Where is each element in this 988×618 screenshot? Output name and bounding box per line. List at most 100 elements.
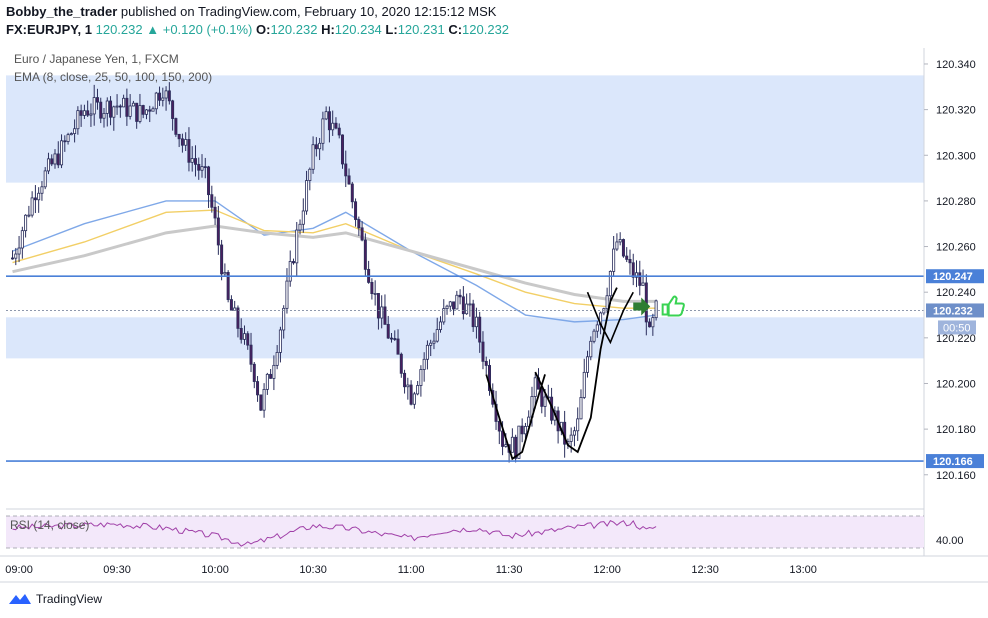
candle-body bbox=[236, 307, 240, 329]
open-value: 120.232 bbox=[270, 22, 318, 37]
time-tick-label: 09:30 bbox=[103, 564, 131, 576]
price-tick-label: 120.160 bbox=[936, 470, 976, 482]
candle-body bbox=[321, 118, 325, 144]
time-tick-label: 10:30 bbox=[299, 564, 327, 576]
candle-body bbox=[615, 241, 619, 250]
candle-body bbox=[618, 239, 622, 243]
candle-body bbox=[314, 144, 318, 150]
candle-body bbox=[308, 168, 312, 181]
candle-body bbox=[82, 110, 86, 116]
candle-body bbox=[429, 342, 433, 346]
ema-line bbox=[12, 224, 657, 303]
candle-body bbox=[122, 97, 126, 108]
current-price-tag-bg bbox=[926, 303, 984, 318]
candle-body bbox=[517, 425, 521, 459]
candle-body bbox=[272, 364, 276, 379]
candle-body bbox=[174, 118, 178, 135]
candle-body bbox=[461, 296, 465, 315]
candle-body bbox=[20, 230, 24, 249]
candle-body bbox=[148, 109, 152, 112]
candle-body bbox=[455, 294, 459, 310]
countdown-label: 00:50 bbox=[943, 322, 971, 334]
price-tick-label: 120.300 bbox=[936, 150, 976, 162]
candle-body bbox=[569, 434, 573, 442]
price-tick-label: 120.220 bbox=[936, 333, 976, 345]
candle-body bbox=[115, 105, 119, 108]
candle-body bbox=[216, 217, 220, 246]
candle-body bbox=[229, 299, 233, 311]
candle-body bbox=[383, 306, 387, 325]
candle-body bbox=[380, 306, 384, 319]
drawn-curve-top bbox=[586, 291, 634, 345]
time-tick-label: 12:30 bbox=[691, 564, 719, 576]
candle-body bbox=[171, 100, 175, 119]
candle-body bbox=[576, 418, 580, 432]
candle-body bbox=[177, 133, 181, 140]
symbol-label[interactable]: FX:EURJPY, 1 bbox=[6, 22, 92, 37]
candle-body bbox=[445, 305, 449, 310]
candle-body bbox=[24, 214, 28, 232]
candle-body bbox=[158, 92, 162, 101]
rsi-line bbox=[12, 520, 657, 547]
candle-body bbox=[373, 293, 377, 295]
candle-body bbox=[586, 356, 590, 373]
candle-body bbox=[452, 301, 456, 310]
time-tick-label: 10:00 bbox=[201, 564, 229, 576]
candle-body bbox=[282, 307, 286, 331]
candle-body bbox=[422, 358, 426, 370]
candle-body bbox=[412, 393, 416, 405]
candle-body bbox=[69, 133, 73, 136]
tradingview-footer[interactable]: TradingView bbox=[8, 592, 102, 606]
ema-line bbox=[12, 200, 657, 323]
candle-body bbox=[60, 140, 64, 166]
rsi-legend-label: RSI (14, close) bbox=[10, 518, 89, 532]
candle-body bbox=[56, 153, 60, 166]
candle-body bbox=[27, 214, 31, 217]
candle-body bbox=[337, 127, 341, 136]
candle-body bbox=[242, 333, 246, 340]
candle-body bbox=[438, 321, 442, 331]
candle-body bbox=[141, 105, 145, 115]
candle-body bbox=[144, 109, 148, 115]
candle-body bbox=[416, 385, 420, 395]
candle-body bbox=[520, 425, 524, 435]
candle-body bbox=[46, 158, 50, 172]
level-price-tag-bg bbox=[926, 269, 984, 284]
candle-body bbox=[468, 303, 472, 306]
candle-body bbox=[582, 371, 586, 398]
open-label: O: bbox=[255, 22, 271, 37]
candle-body bbox=[648, 321, 652, 328]
candle-body bbox=[376, 293, 380, 319]
candle-body bbox=[605, 295, 609, 310]
candle-body bbox=[504, 444, 508, 447]
author-name[interactable]: Bobby_the_trader bbox=[6, 4, 118, 19]
candle-body bbox=[66, 134, 70, 142]
candle-body bbox=[288, 261, 292, 282]
candle-body bbox=[448, 301, 452, 307]
candle-body bbox=[425, 344, 429, 360]
candle-body bbox=[409, 384, 413, 405]
candle-body bbox=[318, 142, 322, 150]
candle-body bbox=[239, 327, 243, 340]
candle-body bbox=[344, 163, 348, 177]
candle-body bbox=[354, 201, 358, 220]
price-tick-label: 120.260 bbox=[936, 242, 976, 254]
candle-body bbox=[579, 397, 583, 420]
level-price-tag: 120.166 bbox=[933, 456, 973, 468]
candle-body bbox=[131, 102, 135, 107]
candle-body bbox=[641, 282, 645, 286]
candle-body bbox=[164, 90, 168, 99]
candle-body bbox=[360, 227, 364, 241]
candle-body bbox=[17, 247, 21, 255]
candle-body bbox=[403, 372, 407, 388]
candle-body bbox=[105, 100, 109, 114]
candle-body bbox=[484, 360, 488, 366]
candle-body bbox=[151, 108, 155, 112]
candle-body bbox=[50, 158, 54, 165]
candle-body bbox=[324, 111, 328, 120]
candle-body bbox=[89, 113, 93, 116]
candle-body bbox=[533, 377, 537, 397]
instrument-legend: Euro / Japanese Yen, 1, FXCM bbox=[14, 52, 179, 66]
candle-body bbox=[154, 92, 158, 110]
